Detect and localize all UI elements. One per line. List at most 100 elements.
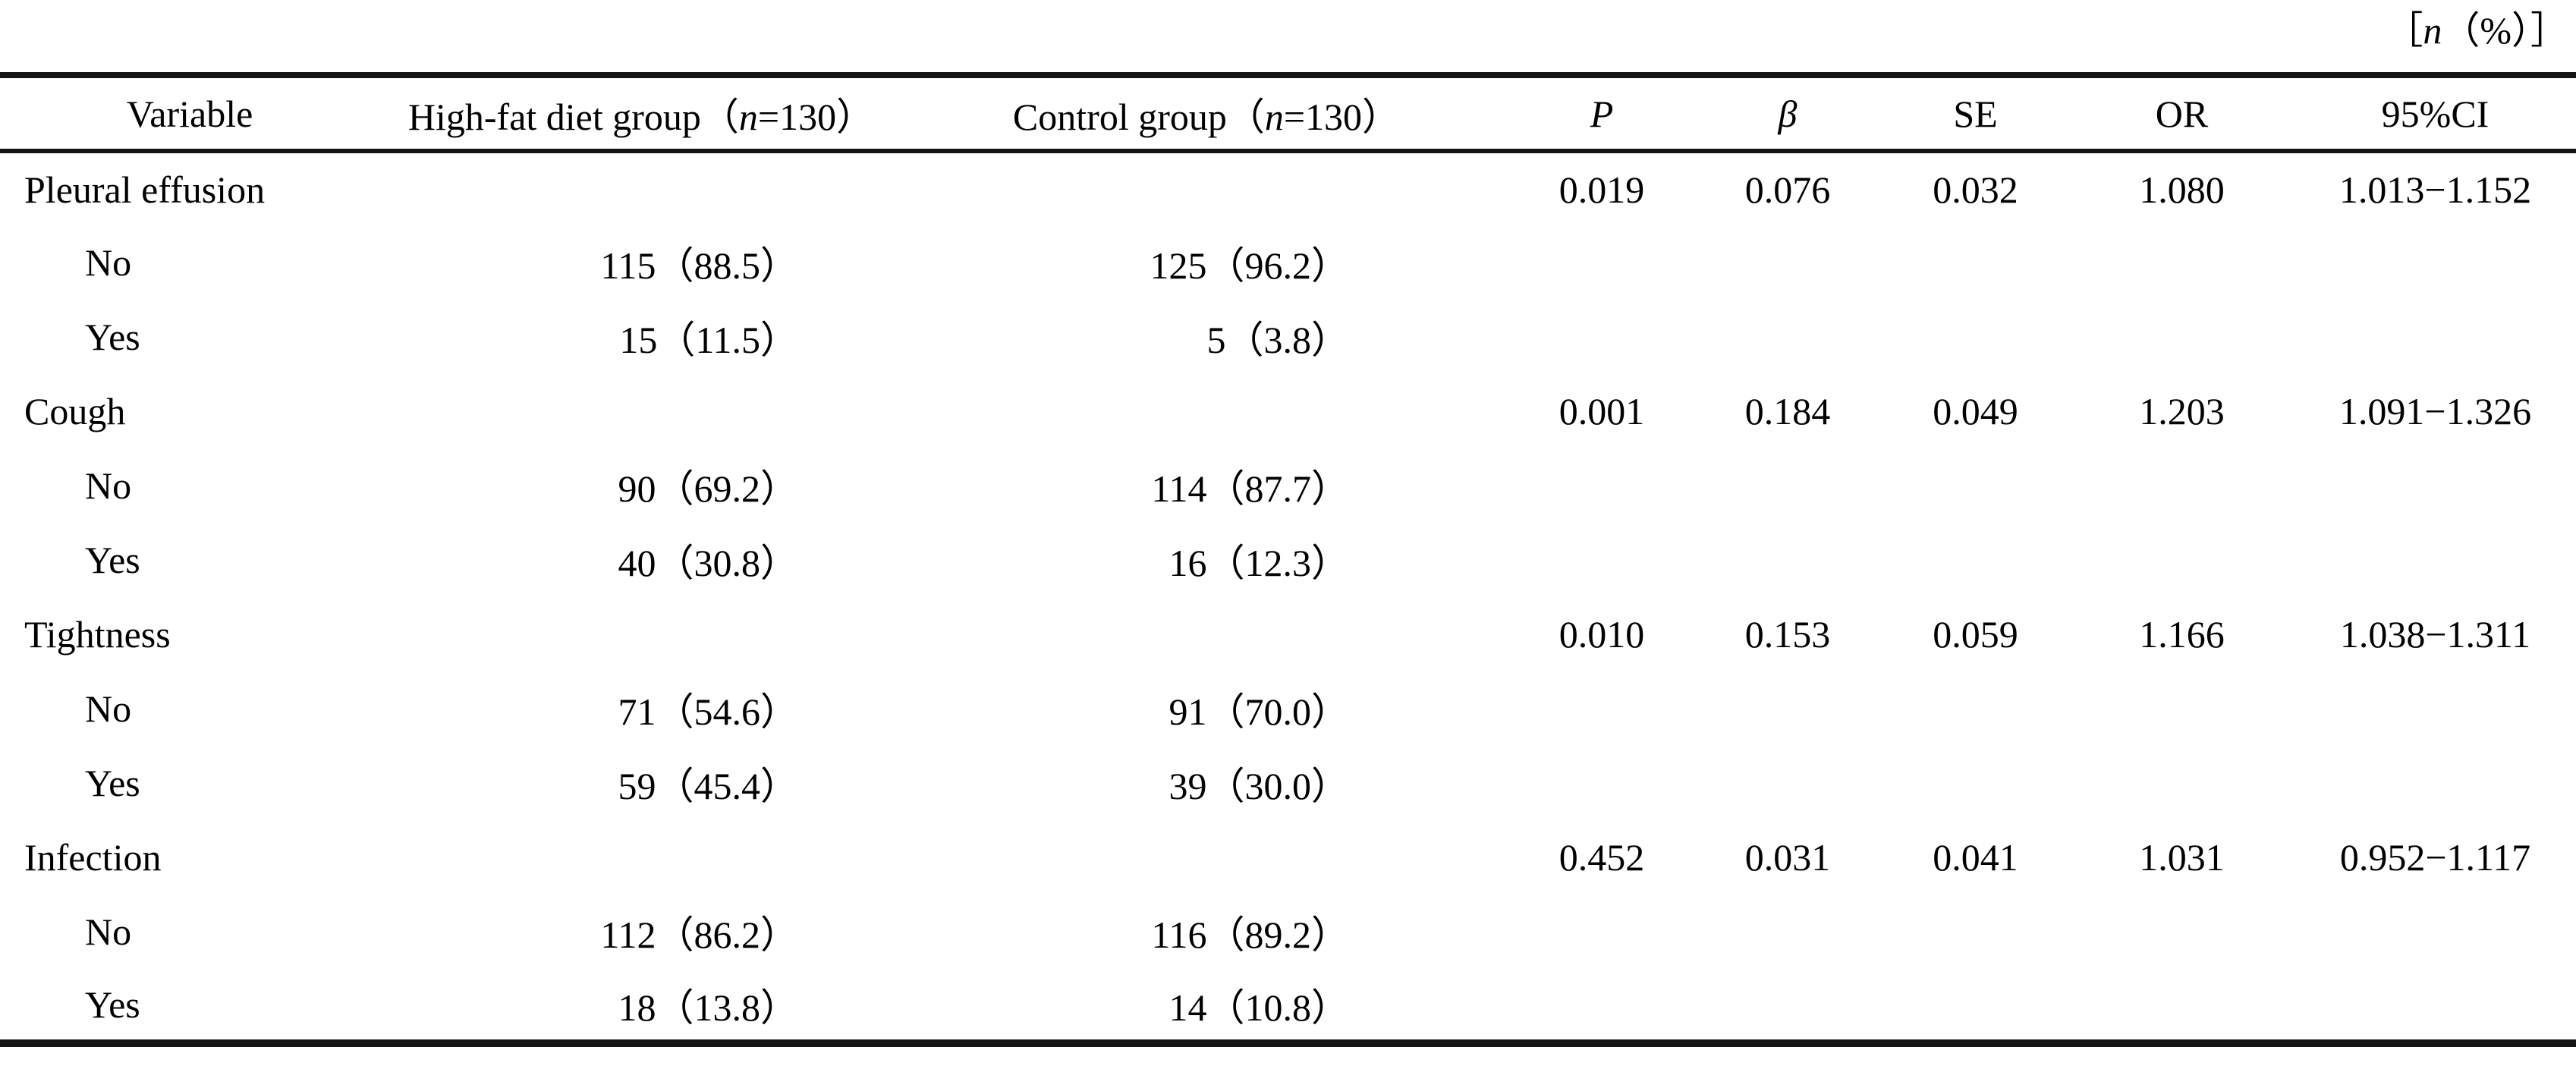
cell-highfat-value — [379, 820, 903, 895]
cell-se-value: 0.049 — [1933, 390, 2018, 432]
table-row: Yes 59（45.4） 39（30.0） — [0, 746, 2576, 820]
cell-or-value — [2069, 523, 2294, 597]
cell-highfat-value: 59（45.4） — [618, 765, 799, 807]
cell-se-value: 0.041 — [1933, 836, 2018, 879]
cell-ci-value: 1.013−1.152 — [2339, 168, 2532, 211]
cell-or-value — [2069, 969, 2294, 1043]
cell-or-value — [2069, 300, 2294, 374]
highfat-header-n: n — [738, 95, 758, 138]
cell-p-value — [1510, 523, 1694, 597]
cell-se-value: 0.059 — [1933, 613, 2018, 656]
cell-beta-value — [1694, 895, 1882, 969]
cell-control-value: 5（3.8） — [1206, 319, 1350, 361]
unit-annotation-bracket-open: ［ — [2385, 9, 2423, 52]
cell-or-value — [2069, 671, 2294, 746]
cell-ci-value — [2294, 523, 2576, 597]
cell-or-value — [2069, 225, 2294, 300]
cell-control-value — [903, 820, 1510, 895]
cell-control-value: 125（96.2） — [1150, 244, 1350, 287]
highfat-header-count: =130） — [757, 95, 875, 138]
cell-ci-value — [2294, 746, 2576, 820]
cell-beta-value — [1694, 448, 1882, 523]
cell-p-value — [1510, 448, 1694, 523]
column-header-control-group: Control group（n=130） — [903, 75, 1510, 151]
control-header-count: =130） — [1283, 95, 1401, 138]
cell-ci-value: 1.091−1.326 — [2339, 390, 2532, 432]
cell-se-value — [1882, 746, 2069, 820]
cell-p-value: 0.452 — [1558, 836, 1645, 879]
cell-se-value — [1882, 448, 2069, 523]
column-header-highfat-group: High-fat diet group（n=130） — [379, 75, 903, 151]
cell-ci-value: 1.038−1.311 — [2339, 613, 2531, 656]
unit-annotation: ［n（%）］ — [2385, 0, 2568, 61]
cell-variable: Cough — [24, 390, 126, 432]
cell-beta-value — [1694, 969, 1882, 1043]
column-header-se: SE — [1953, 92, 1998, 135]
cell-beta-value: 0.031 — [1744, 836, 1831, 879]
cell-p-value: 0.001 — [1558, 390, 1645, 432]
cell-p-value — [1510, 300, 1694, 374]
cell-ci-value — [2294, 895, 2576, 969]
cell-variable: Yes — [85, 539, 140, 581]
cell-ci-value — [2294, 448, 2576, 523]
table-row: No 90（69.2） 114（87.7） — [0, 448, 2576, 523]
cell-variable: No — [85, 241, 132, 284]
cell-highfat-value: 90（69.2） — [618, 467, 799, 510]
cell-beta-value: 0.076 — [1744, 168, 1831, 211]
cell-highfat-value — [379, 374, 903, 448]
cell-control-value: 39（30.0） — [1168, 765, 1350, 807]
cell-control-value: 114（87.7） — [1151, 467, 1349, 510]
cell-highfat-value: 18（13.8） — [618, 986, 799, 1029]
cell-p-value: 0.010 — [1558, 613, 1645, 656]
cell-highfat-value — [379, 597, 903, 671]
table-row: Cough 0.001 0.184 0.049 1.203 1.091−1.32… — [0, 374, 2576, 448]
cell-variable: Pleural effusion — [24, 168, 266, 211]
cell-ci-value — [2294, 969, 2576, 1043]
cell-control-value: 116（89.2） — [1151, 913, 1349, 956]
cell-or-value: 1.203 — [2139, 390, 2225, 432]
table-row: No 71（54.6） 91（70.0） — [0, 671, 2576, 746]
cell-highfat-value — [379, 151, 903, 225]
unit-annotation-n: n — [2423, 9, 2442, 52]
cell-control-value — [903, 597, 1510, 671]
cell-p-value — [1510, 969, 1694, 1043]
table-row: Pleural effusion 0.019 0.076 0.032 1.080… — [0, 151, 2576, 225]
cell-se-value — [1882, 225, 2069, 300]
cell-p-value — [1510, 895, 1694, 969]
cell-control-value: 16（12.3） — [1168, 542, 1350, 584]
cell-p-value — [1510, 225, 1694, 300]
cell-variable: Yes — [85, 762, 140, 804]
regression-results-table: Variable High-fat diet group（n=130） Cont… — [0, 72, 2576, 1047]
cell-beta-value — [1694, 746, 1882, 820]
table-row: Infection 0.452 0.031 0.041 1.031 0.952−… — [0, 820, 2576, 895]
cell-variable: No — [85, 464, 132, 507]
cell-or-value: 1.166 — [2139, 613, 2225, 656]
cell-variable: Infection — [24, 836, 162, 879]
cell-variable: No — [85, 687, 132, 730]
cell-beta-value: 0.184 — [1744, 390, 1831, 432]
cell-p-value — [1510, 746, 1694, 820]
cell-highfat-value: 15（11.5） — [619, 319, 798, 361]
cell-se-value — [1882, 969, 2069, 1043]
table-row: Yes 40（30.8） 16（12.3） — [0, 523, 2576, 597]
cell-ci-value — [2294, 300, 2576, 374]
cell-variable: Yes — [85, 316, 140, 358]
cell-se-value — [1882, 523, 2069, 597]
cell-se-value — [1882, 671, 2069, 746]
cell-or-value — [2069, 746, 2294, 820]
cell-ci-value — [2294, 225, 2576, 300]
cell-p-value: 0.019 — [1558, 168, 1645, 211]
table-row: Yes 18（13.8） 14（10.8） — [0, 969, 2576, 1043]
table-row: Yes 15（11.5） 5（3.8） — [0, 300, 2576, 374]
cell-or-value — [2069, 895, 2294, 969]
header-row: Variable High-fat diet group（n=130） Cont… — [0, 75, 2576, 151]
column-header-ci: 95%CI — [2381, 92, 2490, 135]
control-header-text: Control group（ — [1012, 95, 1265, 138]
column-header-beta: β — [1778, 92, 1798, 135]
cell-beta-value — [1694, 523, 1882, 597]
cell-p-value — [1510, 671, 1694, 746]
cell-control-value: 91（70.0） — [1168, 690, 1350, 733]
cell-variable: Yes — [85, 983, 140, 1026]
cell-variable: No — [85, 910, 132, 953]
